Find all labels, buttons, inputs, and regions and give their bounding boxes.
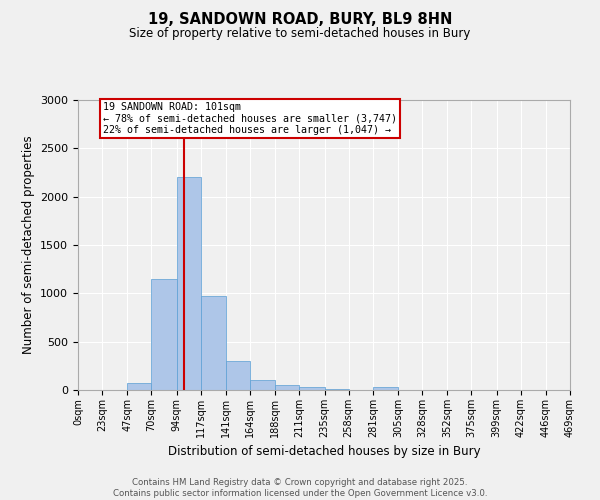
Text: 19, SANDOWN ROAD, BURY, BL9 8HN: 19, SANDOWN ROAD, BURY, BL9 8HN [148, 12, 452, 28]
Text: 19 SANDOWN ROAD: 101sqm
← 78% of semi-detached houses are smaller (3,747)
22% of: 19 SANDOWN ROAD: 101sqm ← 78% of semi-de… [103, 102, 397, 135]
Bar [373, 387, 398, 390]
Bar [250, 380, 275, 390]
Text: Contains HM Land Registry data © Crown copyright and database right 2025.
Contai: Contains HM Land Registry data © Crown c… [113, 478, 487, 498]
Bar [127, 383, 151, 390]
Bar [275, 384, 299, 390]
Bar [299, 387, 325, 390]
Bar [325, 389, 349, 390]
Bar [226, 361, 250, 390]
Bar [201, 296, 226, 390]
Text: Size of property relative to semi-detached houses in Bury: Size of property relative to semi-detach… [130, 28, 470, 40]
Bar [176, 178, 201, 390]
Bar [151, 279, 176, 390]
X-axis label: Distribution of semi-detached houses by size in Bury: Distribution of semi-detached houses by … [167, 446, 481, 458]
Y-axis label: Number of semi-detached properties: Number of semi-detached properties [22, 136, 35, 354]
